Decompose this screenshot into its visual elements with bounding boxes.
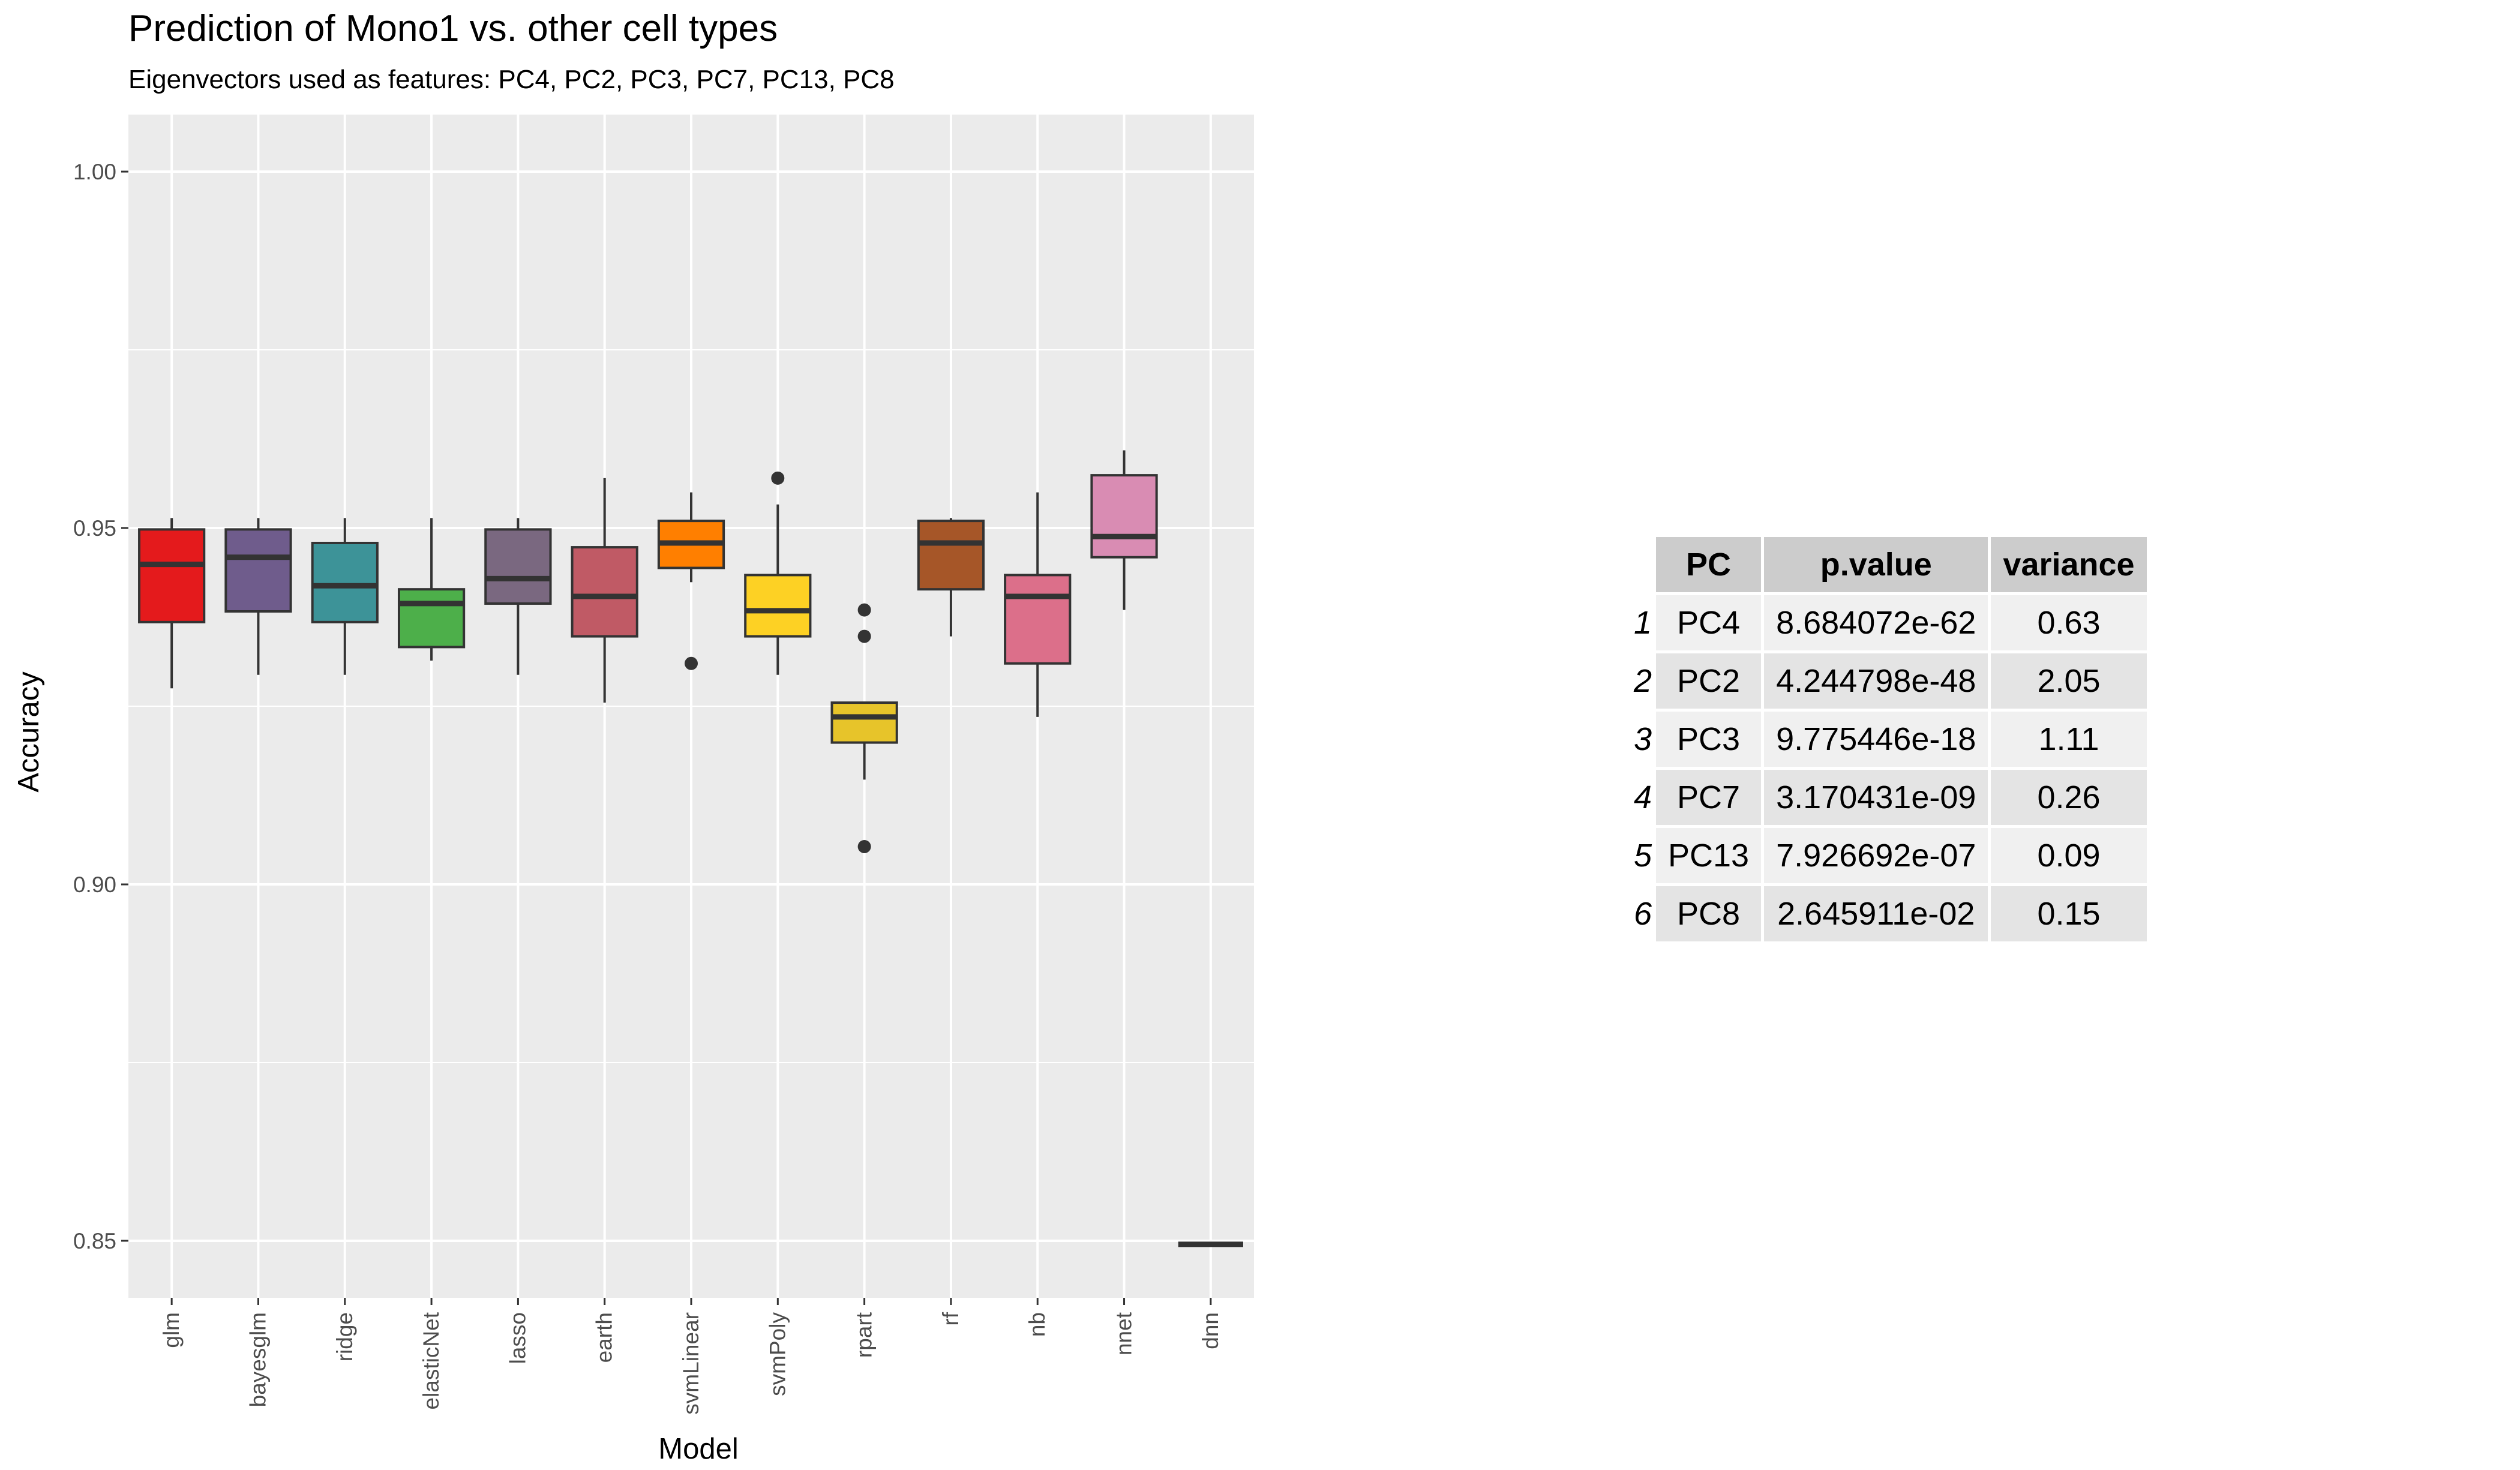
box-nnet — [1090, 450, 1158, 610]
x-tick-label: rf — [938, 1312, 963, 1325]
box-layer — [138, 450, 1243, 1247]
variance-cell: 0.63 — [1991, 595, 2147, 650]
row-number: 2 — [1633, 663, 1652, 699]
x-tick-label: nnet — [1112, 1312, 1136, 1355]
box-body — [744, 574, 812, 638]
box-bayesglm — [224, 518, 292, 675]
y-tick-label: 0.85 — [73, 1229, 116, 1253]
variance-cell: 0.26 — [1991, 770, 2147, 825]
row-number: 5 — [1633, 838, 1652, 874]
box-body — [484, 528, 552, 605]
outlier-point — [685, 656, 698, 670]
table-header-row: PC p.value variance — [1629, 537, 2147, 592]
row-number: 4 — [1633, 779, 1652, 815]
table-header-variance: variance — [1991, 537, 2147, 592]
table-row: 3 PC3 9.775446e-18 1.11 — [1629, 712, 2147, 767]
row-number: 3 — [1633, 721, 1652, 757]
outlier-point — [857, 603, 871, 617]
pc-table: PC p.value variance 1 PC4 8.684072e-62 0… — [1626, 534, 2150, 944]
box-body — [397, 588, 466, 649]
chart-title: Prediction of Mono1 vs. other cell types — [128, 8, 778, 49]
pc-cell: PC4 — [1656, 595, 1762, 650]
row-number: 6 — [1633, 896, 1652, 932]
pvalue-cell: 3.170431e-09 — [1764, 770, 1988, 825]
box-earth — [571, 478, 638, 703]
box-ridge — [311, 518, 379, 675]
pc-cell: PC7 — [1656, 770, 1762, 825]
table-row: 4 PC7 3.170431e-09 0.26 — [1629, 770, 2147, 825]
table-header-pc: PC — [1656, 537, 1762, 592]
y-tick-label: 0.95 — [73, 516, 116, 541]
x-tick-label: bayesglm — [245, 1312, 270, 1407]
box-body — [224, 528, 292, 613]
x-tick-label: lasso — [505, 1312, 530, 1364]
pc-cell: PC8 — [1656, 886, 1762, 941]
pc-cell: PC3 — [1656, 712, 1762, 767]
pvalue-cell: 9.775446e-18 — [1764, 712, 1988, 767]
x-tick-label: nb — [1025, 1312, 1049, 1337]
pvalue-cell: 2.645911e-02 — [1764, 886, 1988, 941]
box-body — [1004, 574, 1072, 665]
table-row: 5 PC13 7.926692e-07 0.09 — [1629, 828, 2147, 883]
variance-cell: 0.09 — [1991, 828, 2147, 883]
outlier-point — [771, 471, 785, 485]
box-svmLinear — [657, 492, 725, 670]
box-rpart — [830, 603, 898, 854]
x-tick-label: earth — [592, 1312, 617, 1363]
y-axis-label: Accuracy — [13, 671, 45, 793]
x-tick-label: svmPoly — [765, 1312, 790, 1396]
variance-cell: 0.15 — [1991, 886, 2147, 941]
chart-subtitle: Eigenvectors used as features: PC4, PC2,… — [128, 65, 895, 94]
box-body — [1090, 474, 1158, 559]
outlier-point — [857, 840, 871, 854]
pc-cell: PC2 — [1656, 653, 1762, 709]
table-header-pvalue: p.value — [1764, 537, 1988, 592]
x-tick-label: rpart — [852, 1312, 877, 1358]
box-body — [571, 546, 638, 638]
y-axis: 0.85 0.90 0.95 1.00 — [73, 160, 128, 1253]
y-tick-label: 0.90 — [73, 872, 116, 897]
box-nb — [1004, 492, 1072, 717]
table-corner — [1629, 537, 1653, 592]
x-tick-label: dnn — [1198, 1312, 1223, 1349]
x-tick-label: elasticNet — [419, 1312, 443, 1409]
y-tick-label: 1.00 — [73, 160, 116, 184]
pvalue-cell: 8.684072e-62 — [1764, 595, 1988, 650]
row-number: 1 — [1633, 605, 1652, 641]
x-tick-label: svmLinear — [679, 1312, 703, 1415]
x-axis: glm bayesglm ridge elasticNet lasso earth svmL… — [159, 1298, 1223, 1415]
pvalue-cell: 4.244798e-48 — [1764, 653, 1988, 709]
box-rf — [917, 518, 985, 637]
pc-cell: PC13 — [1656, 828, 1762, 883]
x-tick-label: ridge — [332, 1312, 357, 1361]
table-row: 1 PC4 8.684072e-62 0.63 — [1629, 595, 2147, 650]
variance-cell: 2.05 — [1991, 653, 2147, 709]
outlier-point — [857, 629, 871, 643]
x-axis-label: Model — [658, 1433, 739, 1465]
table-row: 6 PC8 2.645911e-02 0.15 — [1629, 886, 2147, 941]
pvalue-cell: 7.926692e-07 — [1764, 828, 1988, 883]
table-row: 2 PC2 4.244798e-48 2.05 — [1629, 653, 2147, 709]
box-body — [917, 520, 985, 591]
variance-cell: 1.11 — [1991, 712, 2147, 767]
box-elasticNet — [397, 518, 466, 661]
box-glm — [138, 518, 206, 689]
box-body — [138, 528, 206, 623]
box-svmPoly — [744, 471, 812, 675]
x-tick-label: glm — [159, 1312, 184, 1348]
box-lasso — [484, 518, 552, 675]
box-body — [311, 541, 379, 623]
box-body — [830, 701, 898, 744]
